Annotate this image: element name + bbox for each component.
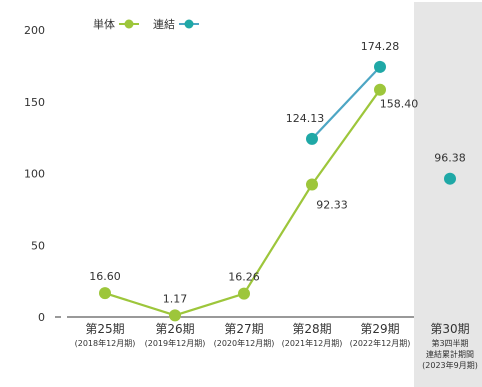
data-point bbox=[374, 83, 386, 96]
legend-marker bbox=[124, 19, 134, 29]
data-label: 16.26 bbox=[228, 271, 260, 284]
data-label: 96.38 bbox=[434, 152, 466, 165]
y-axis: 0 50 100 150 200 bbox=[24, 24, 414, 324]
x-tick-sublabel: 第3四半期 bbox=[431, 338, 468, 348]
series-line-1 bbox=[311, 66, 381, 140]
x-tick-sublabel: 連結累計期間 bbox=[426, 349, 474, 359]
legend: 単体 連結 bbox=[93, 17, 199, 31]
x-tick-label: 第25期 bbox=[85, 322, 124, 336]
y-tick-label: 0 bbox=[38, 311, 45, 324]
x-axis: 第25期 (2018年12月期) 第26期 (2019年12月期) 第27期 (2020年… bbox=[75, 322, 478, 370]
x-tick-sublabel: (2020年12月期) bbox=[214, 338, 275, 348]
x-tick-sublabel: (2019年12月期) bbox=[145, 338, 206, 348]
y-tick-label: 200 bbox=[24, 24, 45, 37]
data-labels: 16.60 1.17 16.26 92.33 158.40 124.13 174.28 96.… bbox=[89, 40, 466, 305]
x-tick-sublabel: (2022年12月期) bbox=[350, 338, 411, 348]
data-point bbox=[374, 60, 386, 73]
y-tick-label: 150 bbox=[24, 96, 45, 109]
y-tick-label: 50 bbox=[31, 239, 45, 252]
x-tick-sublabel: (2023年9月期) bbox=[422, 360, 478, 370]
data-label: 1.17 bbox=[163, 292, 188, 305]
x-tick-label: 第26期 bbox=[155, 322, 194, 336]
data-point bbox=[99, 287, 111, 300]
x-tick-label: 第27期 bbox=[224, 322, 263, 336]
data-point bbox=[306, 132, 318, 145]
highlight-band bbox=[414, 2, 482, 387]
x-tick-label: 第29期 bbox=[360, 322, 399, 336]
data-label: 174.28 bbox=[361, 40, 400, 53]
data-label: 92.33 bbox=[316, 199, 348, 212]
legend-label: 単体 bbox=[93, 17, 115, 31]
x-tick-label: 第30期 bbox=[430, 322, 469, 336]
data-label: 16.60 bbox=[89, 270, 121, 283]
x-tick-sublabel: (2018年12月期) bbox=[75, 338, 136, 348]
data-point bbox=[169, 309, 181, 322]
data-point bbox=[238, 287, 250, 300]
legend-label: 連結 bbox=[153, 17, 175, 31]
data-point bbox=[444, 172, 456, 185]
data-label: 124.13 bbox=[286, 112, 325, 125]
series-points bbox=[99, 60, 456, 322]
legend-marker bbox=[184, 19, 194, 29]
data-point bbox=[306, 178, 318, 191]
data-label: 158.40 bbox=[380, 98, 419, 111]
x-tick-sublabel: (2021年12月期) bbox=[282, 338, 343, 348]
y-tick-label: 100 bbox=[24, 168, 45, 181]
x-tick-label: 第28期 bbox=[292, 322, 331, 336]
